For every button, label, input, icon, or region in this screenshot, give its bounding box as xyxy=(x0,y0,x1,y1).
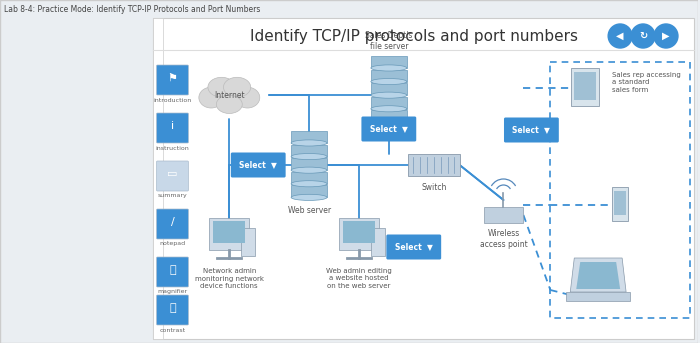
Bar xyxy=(484,207,524,223)
FancyBboxPatch shape xyxy=(157,209,188,239)
FancyBboxPatch shape xyxy=(157,65,188,95)
Ellipse shape xyxy=(208,77,235,97)
Ellipse shape xyxy=(371,119,407,126)
Bar xyxy=(371,97,407,109)
Text: Identify TCP/IP protocols and port numbers: Identify TCP/IP protocols and port numbe… xyxy=(250,28,578,44)
Text: i: i xyxy=(171,121,174,131)
Circle shape xyxy=(631,24,655,48)
Bar xyxy=(291,131,327,143)
Text: Web server: Web server xyxy=(288,206,330,215)
FancyBboxPatch shape xyxy=(157,257,188,287)
Bar xyxy=(371,70,407,82)
Ellipse shape xyxy=(211,81,247,109)
Ellipse shape xyxy=(199,87,223,108)
Bar xyxy=(291,145,327,156)
Ellipse shape xyxy=(235,87,260,108)
Text: ↻: ↻ xyxy=(639,31,647,41)
Text: Lab 8-4: Practice Mode: Identify TCP-IP Protocols and Port Numbers: Lab 8-4: Practice Mode: Identify TCP-IP … xyxy=(4,4,260,13)
Ellipse shape xyxy=(291,194,327,200)
Ellipse shape xyxy=(291,140,327,146)
Bar xyxy=(153,18,694,339)
Bar xyxy=(612,187,628,221)
Bar xyxy=(214,221,245,243)
Bar xyxy=(614,191,626,215)
Text: introduction: introduction xyxy=(153,97,192,103)
Text: magnifier: magnifier xyxy=(158,289,188,295)
Bar xyxy=(574,72,596,100)
Ellipse shape xyxy=(216,95,242,114)
FancyBboxPatch shape xyxy=(157,295,188,325)
Text: Select  ▼: Select ▼ xyxy=(370,125,408,133)
Ellipse shape xyxy=(371,92,407,98)
Bar xyxy=(241,228,255,256)
Ellipse shape xyxy=(291,167,327,173)
Text: notepad: notepad xyxy=(160,241,186,247)
Text: Select  ▼: Select ▼ xyxy=(239,161,277,169)
Bar xyxy=(291,172,327,184)
Text: ▭: ▭ xyxy=(167,169,178,179)
Text: 👓: 👓 xyxy=(169,303,176,313)
Ellipse shape xyxy=(371,106,407,112)
Bar xyxy=(371,110,407,122)
Bar xyxy=(209,218,249,250)
Bar xyxy=(371,83,407,95)
Text: Network admin
monitoring network
device functions: Network admin monitoring network device … xyxy=(195,268,264,289)
Bar xyxy=(566,292,630,301)
Text: Sales Dept's
file server: Sales Dept's file server xyxy=(365,31,412,51)
FancyBboxPatch shape xyxy=(157,113,188,143)
Bar xyxy=(408,154,460,176)
Ellipse shape xyxy=(291,181,327,187)
FancyBboxPatch shape xyxy=(504,118,559,142)
Ellipse shape xyxy=(223,77,251,97)
Text: Switch: Switch xyxy=(421,183,447,192)
Text: 🔍: 🔍 xyxy=(169,265,176,275)
Text: summary: summary xyxy=(158,193,188,199)
Text: Sales rep accessing
a standard
sales form: Sales rep accessing a standard sales for… xyxy=(612,71,681,93)
FancyBboxPatch shape xyxy=(157,161,188,191)
Bar xyxy=(291,158,327,170)
FancyBboxPatch shape xyxy=(386,235,441,260)
Text: ◀: ◀ xyxy=(617,31,624,41)
Text: ▶: ▶ xyxy=(662,31,670,41)
FancyBboxPatch shape xyxy=(231,153,286,177)
Text: Web admin editing
a website hosted
on the web server: Web admin editing a website hosted on th… xyxy=(326,268,392,289)
Bar xyxy=(339,218,379,250)
Ellipse shape xyxy=(371,65,407,71)
Bar xyxy=(291,186,327,197)
Text: Select  ▼: Select ▼ xyxy=(512,126,550,134)
Text: /: / xyxy=(171,217,174,227)
Bar xyxy=(371,56,407,68)
Ellipse shape xyxy=(291,154,327,159)
Text: Wireless
access point: Wireless access point xyxy=(480,229,527,249)
Text: ⚑: ⚑ xyxy=(167,73,178,83)
Polygon shape xyxy=(570,258,626,292)
Text: Select  ▼: Select ▼ xyxy=(395,243,433,251)
Circle shape xyxy=(608,24,632,48)
Ellipse shape xyxy=(371,79,407,85)
Bar xyxy=(571,68,599,106)
Polygon shape xyxy=(576,262,620,289)
Bar xyxy=(343,221,375,243)
Text: contrast: contrast xyxy=(160,328,186,332)
FancyBboxPatch shape xyxy=(361,117,416,142)
Bar xyxy=(153,18,162,339)
Text: instruction: instruction xyxy=(155,145,190,151)
Text: Internet: Internet xyxy=(214,91,244,99)
Bar xyxy=(371,228,385,256)
Circle shape xyxy=(654,24,678,48)
